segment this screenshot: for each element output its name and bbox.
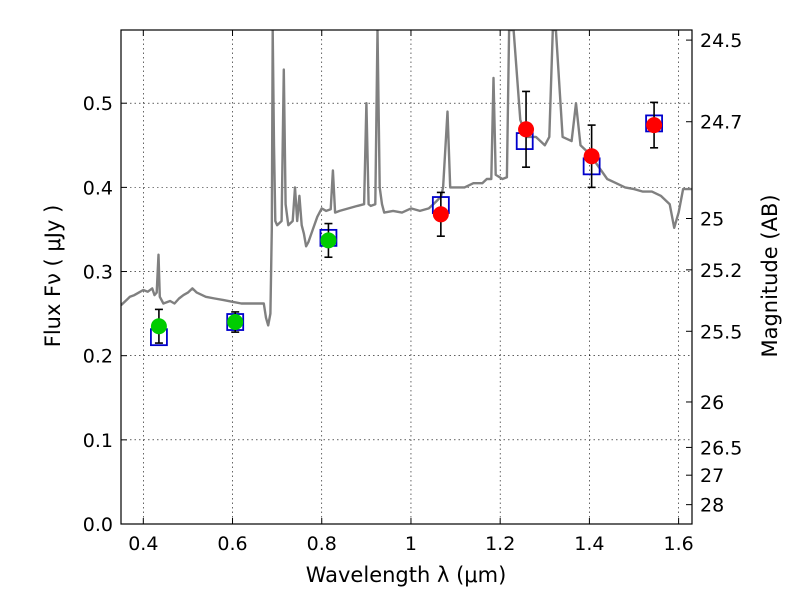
x-tick-label: 0.6 — [217, 533, 247, 555]
right-tick-label: 27 — [700, 465, 724, 487]
photometry-point — [150, 318, 167, 335]
right-tick-label: 25 — [700, 209, 724, 231]
x-tick-label: 1.4 — [574, 533, 604, 555]
right-axis-title: Magnitude (AB) — [758, 194, 782, 357]
plot-frame — [120, 29, 693, 525]
spectrum-line — [121, 30, 692, 327]
photometry-point — [518, 121, 535, 138]
y-tick-label: 0.4 — [83, 177, 113, 199]
y-tick-label: 0.0 — [83, 514, 113, 536]
y-tick-label: 0.2 — [83, 346, 113, 368]
photometry-point — [320, 232, 337, 249]
grid — [121, 30, 692, 525]
plot-area — [121, 30, 692, 347]
y-axis-title: Flux Fν ( μJy ) — [41, 205, 65, 348]
right-tick-label: 28 — [700, 495, 724, 517]
x-tick-label: 0.4 — [128, 533, 158, 555]
x-tick-label: 1.2 — [485, 533, 515, 555]
photometry-point — [646, 117, 663, 134]
x-tick-label: 0.8 — [307, 533, 337, 555]
x-axis-title: Wavelength λ (μm) — [306, 563, 507, 587]
right-tick-label: 26 — [700, 392, 724, 414]
photometry-point — [227, 314, 244, 331]
right-tick-label: 24.5 — [700, 30, 742, 52]
y-tick-label: 0.5 — [83, 93, 113, 115]
photometry-point — [583, 148, 600, 165]
photometry-point — [432, 206, 449, 223]
right-tick-label: 25.5 — [700, 321, 742, 343]
right-tick-label: 26.5 — [700, 437, 742, 459]
right-tick-label: 24.7 — [700, 112, 742, 134]
x-tick-label: 1 — [405, 533, 417, 555]
x-tick-label: 1.6 — [664, 533, 694, 555]
y-tick-label: 0.3 — [83, 262, 113, 284]
y-tick-label: 0.1 — [83, 430, 113, 452]
right-tick-label: 25.2 — [700, 260, 742, 282]
ticks: 0.4 0.6 0.8 1 1.2 1.4 1.6 0.0 0.1 0.2 0.3 0.4 0.5 24.… — [83, 30, 742, 555]
